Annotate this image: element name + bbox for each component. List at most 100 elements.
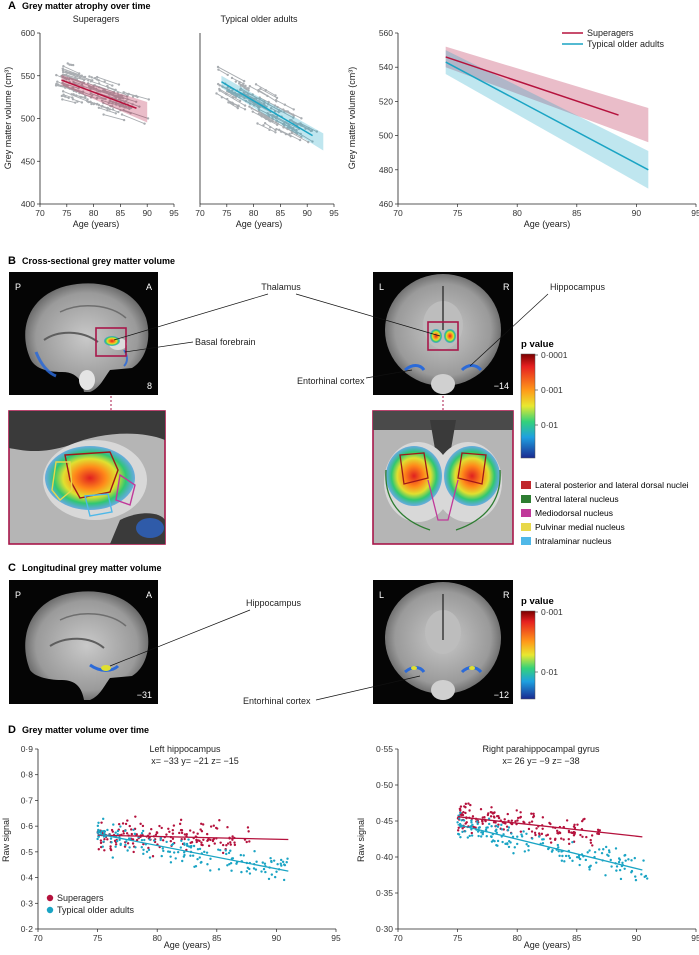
point-superagers	[487, 812, 490, 815]
trajectory-line	[62, 90, 88, 102]
chart-a-superagers: 70 75 80 85 90 95 400 450 500 550 600	[21, 28, 179, 218]
data-point	[311, 140, 314, 143]
x-tick-label: 70	[393, 208, 403, 218]
point-typical	[623, 853, 627, 857]
point-typical	[183, 853, 186, 857]
data-point	[220, 96, 224, 99]
trajectory-line	[57, 84, 77, 93]
ci-band-superagers	[445, 46, 649, 143]
point-typical	[282, 863, 286, 866]
point-superagers	[132, 850, 135, 854]
data-point	[75, 90, 78, 93]
point-typical	[588, 849, 591, 852]
point-typical	[162, 849, 165, 853]
data-point	[75, 78, 79, 81]
point-superagers	[461, 827, 464, 830]
data-point	[111, 102, 114, 105]
trajectory-line	[217, 66, 245, 82]
point-superagers	[169, 839, 173, 843]
point-typical	[279, 862, 282, 865]
colorbar-b-tick-1: 0·001	[541, 385, 563, 395]
point-typical	[159, 838, 162, 842]
zoom-thalamus-sagittal	[8, 410, 166, 545]
y-tick-label: 400	[21, 199, 35, 209]
x-tick-label: 85	[572, 933, 582, 943]
fit-line-superagers	[445, 56, 619, 116]
point-superagers	[553, 838, 557, 842]
point-typical	[619, 877, 623, 881]
trajectory-line	[124, 92, 138, 98]
legend-d-typical: Typical older adults	[57, 905, 135, 915]
point-typical	[161, 847, 164, 850]
point-typical	[495, 828, 498, 831]
point-superagers	[124, 822, 128, 826]
data-point	[80, 101, 84, 104]
data-point	[238, 80, 241, 84]
point-typical	[245, 870, 249, 873]
point-typical	[114, 845, 117, 848]
point-typical	[588, 865, 592, 868]
data-point	[109, 105, 112, 108]
point-superagers	[212, 824, 215, 827]
point-typical	[96, 831, 99, 834]
point-typical	[185, 842, 189, 846]
point-typical	[618, 868, 622, 872]
point-typical	[556, 843, 560, 847]
point-typical	[160, 854, 163, 858]
point-typical	[118, 838, 121, 842]
data-point	[256, 122, 259, 125]
point-superagers	[126, 819, 129, 822]
point-typical	[571, 859, 574, 863]
point-typical	[610, 865, 613, 868]
x-tick-label: 70	[393, 933, 403, 943]
data-point	[106, 106, 109, 110]
data-point	[252, 97, 256, 100]
orient-a-b: A	[146, 282, 152, 292]
point-typical	[633, 856, 636, 860]
data-point	[269, 125, 272, 129]
point-typical	[468, 834, 471, 838]
point-typical	[495, 843, 498, 847]
point-superagers	[201, 823, 205, 826]
point-typical	[119, 843, 122, 847]
subject-trajectory	[61, 81, 80, 90]
data-point	[258, 96, 261, 99]
point-superagers	[209, 825, 213, 828]
point-typical	[584, 858, 588, 862]
point-typical	[206, 863, 209, 866]
point-typical	[176, 850, 180, 854]
point-superagers	[491, 812, 495, 815]
data-point	[68, 63, 71, 66]
slice-number-c-left: −31	[137, 690, 152, 700]
orient-a-c: A	[146, 590, 152, 600]
point-typical	[253, 849, 256, 853]
subject-trajectory	[62, 93, 74, 99]
y-tick-label: 450	[21, 156, 35, 166]
panel-d-left-coords: x= −33 y= −21 z= −15	[151, 756, 239, 766]
data-point	[298, 138, 302, 142]
data-point	[95, 78, 99, 81]
point-typical	[551, 849, 554, 852]
data-point	[71, 96, 74, 99]
point-superagers	[189, 841, 192, 845]
label-entorhinal-b: Entorhinal cortex	[297, 376, 365, 386]
point-typical	[634, 878, 638, 882]
point-superagers	[151, 855, 155, 858]
point-superagers	[549, 837, 552, 840]
panel-c-annotations: Hippocampus Entorhinal cortex	[109, 598, 421, 706]
panel-d-ylabel-right: Raw signal	[356, 818, 366, 862]
orient-l-b: L	[379, 282, 384, 292]
point-typical	[618, 858, 622, 861]
point-superagers	[530, 812, 533, 815]
point-superagers	[178, 822, 182, 826]
data-point	[128, 107, 131, 111]
point-typical	[575, 855, 579, 859]
point-typical	[132, 828, 135, 832]
point-typical	[459, 811, 462, 814]
point-typical	[520, 835, 524, 838]
y-tick-label: 0·30	[376, 924, 393, 934]
panel-c-letter: C	[8, 562, 16, 574]
data-point	[288, 132, 291, 136]
point-superagers	[111, 830, 114, 833]
